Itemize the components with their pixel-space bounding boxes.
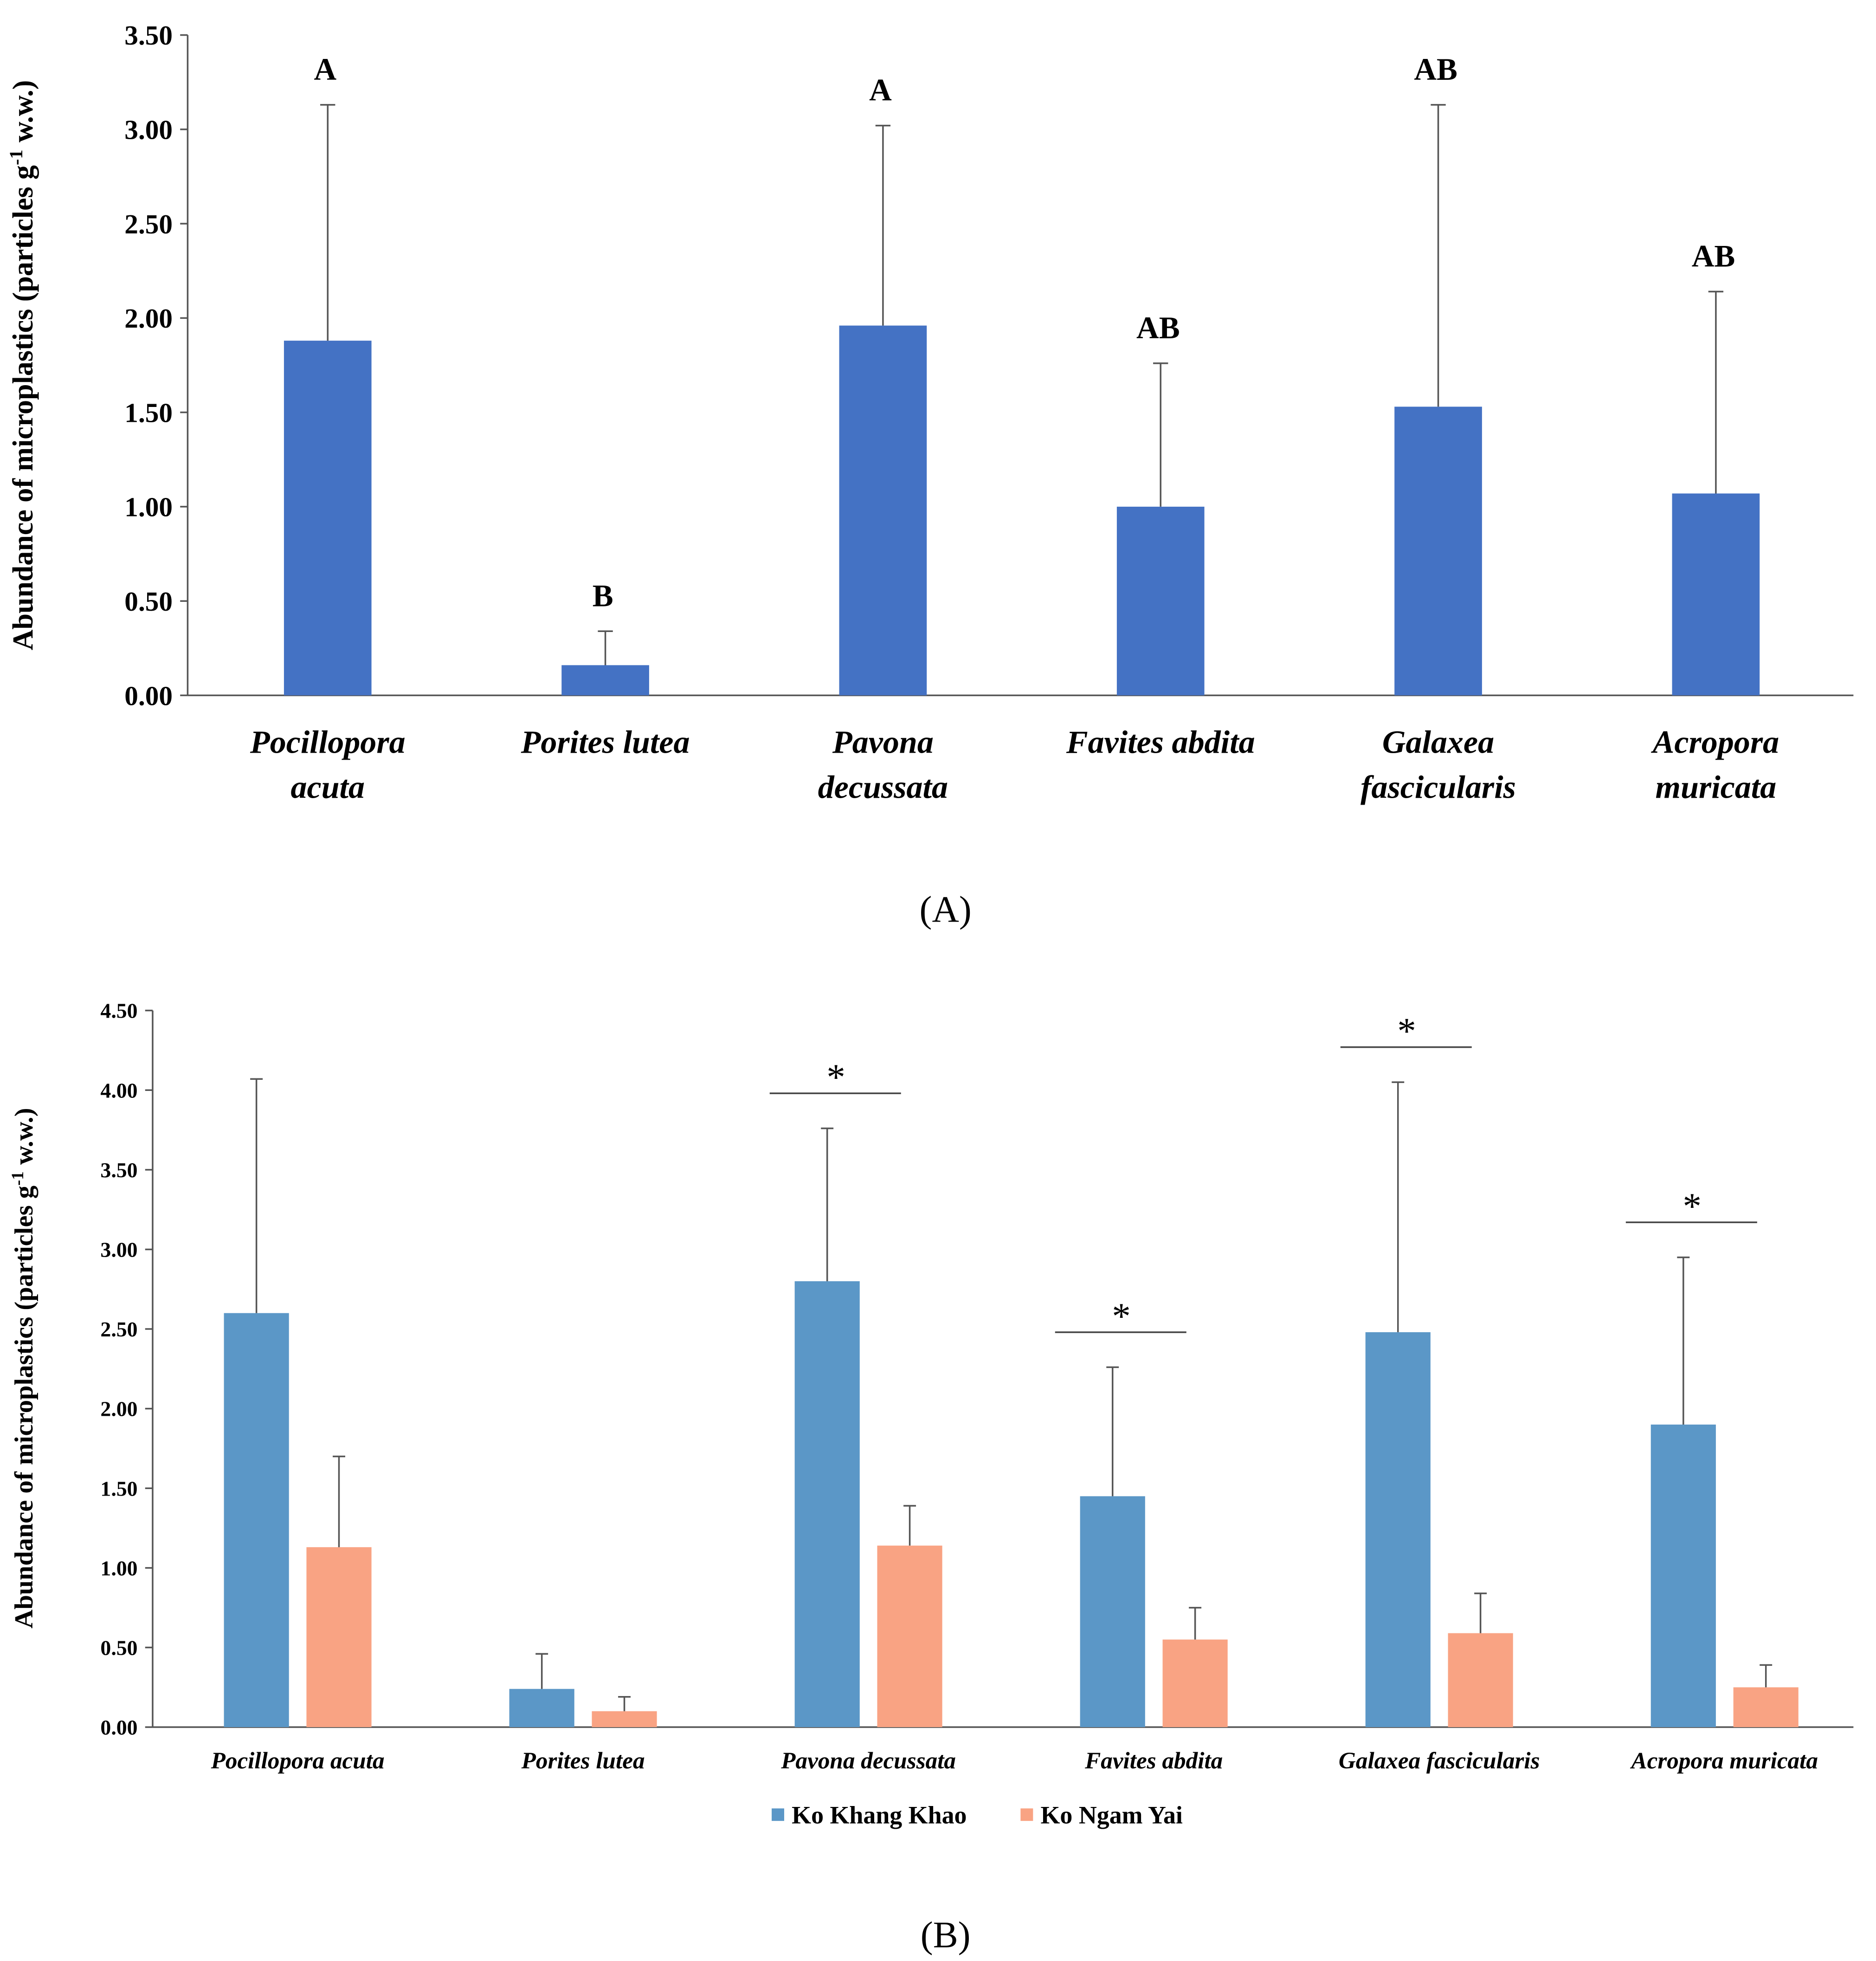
y-tick-label: 3.00 xyxy=(124,115,173,145)
y-tick-label: 1.00 xyxy=(100,1556,137,1580)
y-tick-label: 2.00 xyxy=(100,1397,137,1421)
x-tick-label: decussata xyxy=(818,770,948,806)
panel-label-b: (B) xyxy=(921,1914,971,1955)
bar-ko-ngam-yai xyxy=(306,1547,372,1728)
significance-letter: A xyxy=(869,73,892,108)
x-tick-label: Favites abdita xyxy=(1084,1748,1223,1774)
significance-asterisk: * xyxy=(1112,1296,1130,1337)
x-tick-label: acuta xyxy=(290,770,365,806)
y-tick-label: 0.00 xyxy=(124,680,173,711)
significance-asterisk: * xyxy=(1397,1011,1416,1052)
bar-ko-ngam-yai xyxy=(1448,1633,1513,1728)
bar-ko-khang-khao xyxy=(1650,1424,1716,1728)
y-axis-label: Abundance of microplastics (particles g-… xyxy=(6,80,39,651)
y-tick-label: 2.50 xyxy=(124,209,173,239)
legend-swatch xyxy=(1020,1808,1033,1821)
significance-asterisk: * xyxy=(1683,1186,1701,1227)
significance-letter: A xyxy=(314,52,337,87)
significance-letter: AB xyxy=(1136,310,1180,345)
x-tick-label: Pavona decussata xyxy=(780,1748,956,1774)
significance-asterisk: * xyxy=(826,1057,845,1098)
significance-letter: AB xyxy=(1692,239,1735,274)
y-tick-label: 0.00 xyxy=(100,1716,137,1739)
bar-ko-ngam-yai xyxy=(592,1711,657,1728)
y-tick-label: 4.00 xyxy=(100,1078,137,1102)
bar-ko-khang-khao xyxy=(794,1281,860,1728)
x-tick-label: Pavona xyxy=(832,724,934,760)
y-tick-label: 1.00 xyxy=(124,492,173,523)
bar xyxy=(284,341,372,696)
y-tick-label: 2.50 xyxy=(100,1317,137,1341)
y-axis-label: Abundance of microplastics (particles g-… xyxy=(8,1108,39,1629)
x-tick-label: Pocillopora xyxy=(250,724,406,760)
significance-letter: B xyxy=(593,578,613,613)
bar xyxy=(1394,406,1482,696)
bar-ko-khang-khao xyxy=(224,1313,289,1728)
bar xyxy=(1116,506,1205,696)
y-tick-label: 2.00 xyxy=(124,303,173,334)
x-tick-label: Favites abdita xyxy=(1066,724,1255,760)
significance-letter: AB xyxy=(1414,52,1457,87)
bar-ko-ngam-yai xyxy=(1162,1639,1228,1728)
y-tick-label: 1.50 xyxy=(100,1477,137,1500)
x-tick-label: Acropora muricata xyxy=(1630,1748,1818,1774)
x-tick-label: Porites lutea xyxy=(521,1748,645,1774)
x-tick-label: Acropora xyxy=(1651,724,1779,760)
y-tick-label: 4.50 xyxy=(100,999,137,1023)
bar-ko-khang-khao xyxy=(1080,1496,1145,1728)
y-tick-label: 3.50 xyxy=(100,1158,137,1182)
legend-swatch xyxy=(772,1808,784,1821)
y-tick-label: 3.00 xyxy=(100,1238,137,1261)
legend-label: Ko Ngam Yai xyxy=(1041,1801,1183,1829)
x-tick-label: Pocillopora acuta xyxy=(211,1748,385,1774)
y-tick-label: 1.50 xyxy=(124,397,173,428)
bar-ko-khang-khao xyxy=(1365,1332,1431,1728)
y-tick-label: 0.50 xyxy=(100,1636,137,1659)
x-tick-label: fascicularis xyxy=(1360,770,1516,806)
bar xyxy=(561,665,649,696)
legend-label: Ko Khang Khao xyxy=(792,1801,967,1829)
bar xyxy=(839,325,927,696)
x-tick-label: Galaxea fascicularis xyxy=(1339,1748,1540,1774)
x-tick-label: Porites lutea xyxy=(521,724,690,760)
bar xyxy=(1672,493,1760,696)
y-tick-label: 0.50 xyxy=(124,586,173,617)
x-tick-label: Galaxea xyxy=(1382,724,1494,760)
bar-ko-ngam-yai xyxy=(1733,1687,1799,1728)
bar-ko-khang-khao xyxy=(509,1689,574,1728)
y-tick-label: 3.50 xyxy=(124,20,173,51)
panel-label-a: (A) xyxy=(920,889,972,930)
bar-ko-ngam-yai xyxy=(877,1545,942,1728)
x-tick-label: muricata xyxy=(1655,770,1776,806)
